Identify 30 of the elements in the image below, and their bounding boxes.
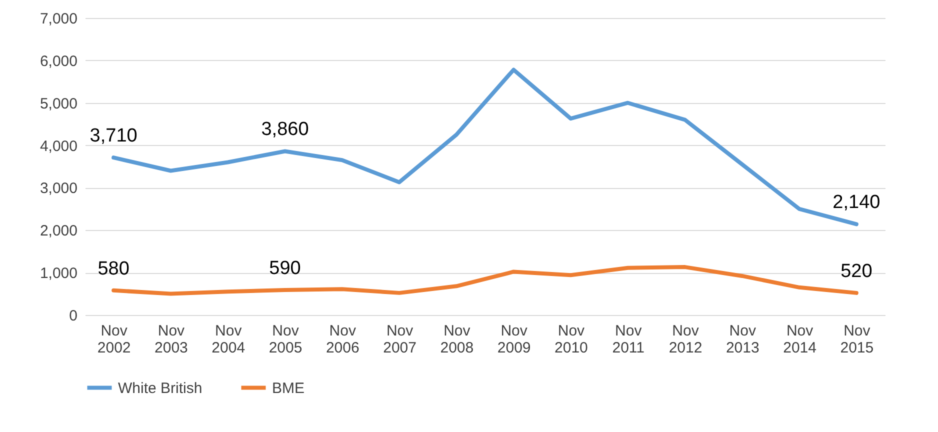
y-tick-label: 5,000 [40,95,78,112]
y-tick-label: 1,000 [40,265,78,282]
x-tick-label: Nov 2011 [612,322,644,356]
x-tick-label: Nov 2009 [497,322,531,356]
data-label: 3,860 [261,119,309,140]
data-label: 520 [840,260,872,282]
x-tick-label: Nov 2003 [154,322,188,356]
x-tick-label: Nov 2013 [726,322,760,356]
legend-label: BME [272,380,305,397]
data-label: 580 [98,258,130,280]
data-label: 590 [269,258,301,279]
x-tick-label: Nov 2007 [383,322,416,356]
x-tick-label: Nov 2014 [783,322,816,356]
x-tick-label: Nov 2008 [440,322,474,356]
x-tick-label: Nov 2006 [326,322,360,356]
y-tick-label: 4,000 [40,138,78,155]
x-tick-label: Nov 2004 [212,322,246,356]
legend-label: White British [118,380,202,397]
y-tick-label: 3,000 [40,180,78,198]
y-tick-label: 2,000 [40,222,78,240]
x-tick-label: Nov 2012 [668,322,702,356]
x-tick-label: Nov 2002 [97,322,131,356]
x-tick-label: Nov 2005 [268,322,302,356]
data-label: 3,710 [90,126,138,147]
data-label: 2,140 [832,192,880,214]
y-tick-label: 0 [69,308,78,324]
y-tick-label: 7,000 [40,10,78,28]
x-tick-label: Nov 2015 [840,322,874,356]
x-tick-label: Nov 2010 [554,322,588,356]
y-tick-label: 6,000 [40,52,78,70]
